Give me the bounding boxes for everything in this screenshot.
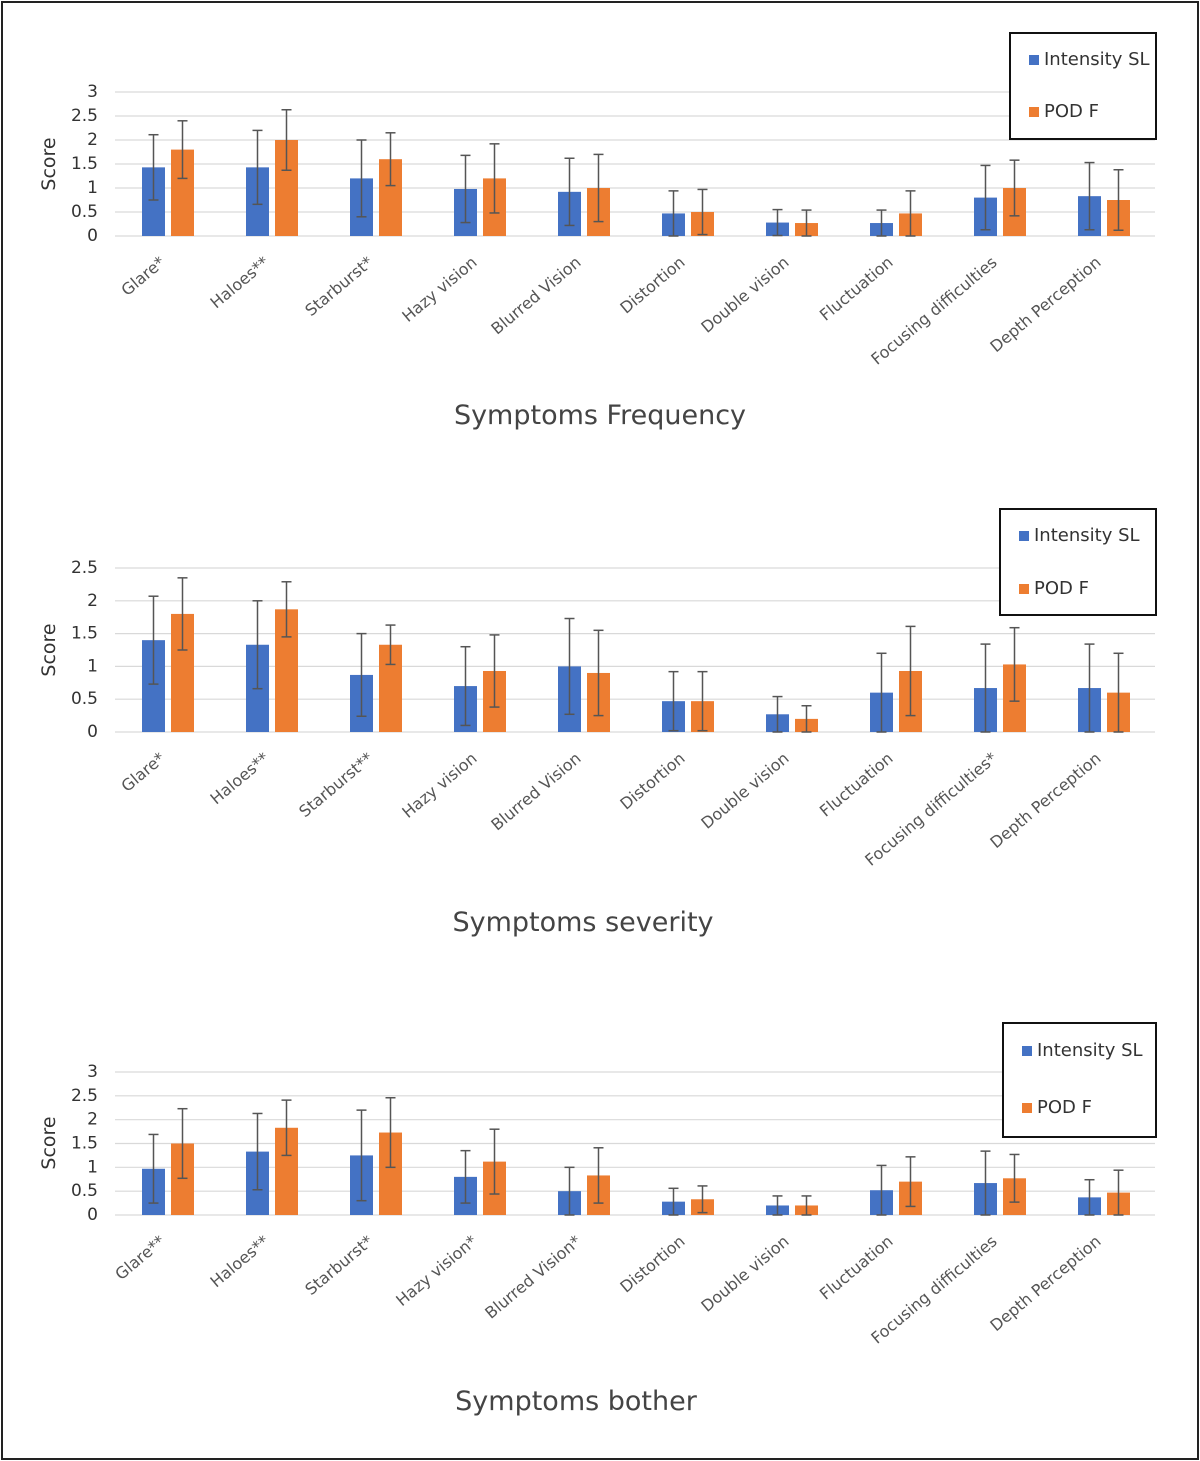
bar-pod-f — [275, 140, 298, 236]
y-tick-label: 1.5 — [71, 1134, 98, 1154]
legend-swatch — [1019, 531, 1029, 541]
legend-label: Intensity SL — [1037, 1040, 1143, 1061]
y-tick-label: 0 — [87, 1205, 98, 1225]
bar-intensity-sl — [142, 640, 165, 732]
y-axis-label: Score — [38, 623, 60, 676]
legend-swatch — [1029, 55, 1039, 65]
y-tick-label: 0 — [87, 722, 98, 742]
x-tick-label: Fluctuation — [816, 253, 897, 325]
y-tick-label: 3 — [87, 1062, 98, 1082]
legend-swatch — [1022, 1103, 1032, 1113]
x-tick-label: Blurred Vision — [487, 253, 584, 339]
y-tick-label: 2.5 — [71, 1086, 98, 1106]
chart-3: 0 0.5 1 1.5 2 2.5 3 Score Glare** Haloes** Starbur… — [38, 1022, 1157, 1417]
y-tick-label: 1 — [87, 1157, 98, 1177]
charts-group: 0 0.5 1 1.5 2 2.5 3 Score Glare* Haloes** Starburs… — [38, 32, 1157, 1417]
legend-swatch — [1022, 1046, 1032, 1056]
y-tick-label: 1 — [87, 178, 98, 198]
bar-pod-f — [275, 1127, 298, 1215]
x-tick-label: Haloes** — [207, 1232, 273, 1292]
legend-swatch — [1029, 107, 1039, 117]
x-tick-label: Depth Perception — [986, 749, 1104, 853]
y-axis-label: Score — [38, 137, 60, 190]
x-tick-label: Depth Perception — [986, 253, 1104, 357]
y-tick-label: 1.5 — [71, 154, 98, 174]
chart-title: Symptoms Frequency — [454, 400, 746, 431]
x-tick-label: Fluctuation — [816, 749, 897, 821]
legend: Intensity SL POD F — [1009, 32, 1157, 140]
y-tick-label: 0.5 — [71, 1181, 98, 1201]
x-tick-label: Blurred Vision* — [481, 1232, 584, 1323]
bar-intensity-sl — [142, 167, 165, 236]
x-tick-label: Double vision — [697, 749, 792, 833]
y-axis-label: Score — [38, 1116, 60, 1169]
legend-label: POD F — [1044, 101, 1099, 122]
x-tick-label: Hazy vision* — [392, 1232, 480, 1310]
x-tick-label: Starburst* — [301, 253, 376, 320]
x-tick-label: Glare* — [118, 749, 169, 796]
legend-label: Intensity SL — [1044, 49, 1150, 70]
y-tick-label: 3 — [87, 82, 98, 102]
chart-title: Symptoms bother — [455, 1386, 698, 1417]
legend: Intensity SL POD F — [1002, 1022, 1157, 1138]
y-tick-label: 0 — [87, 226, 98, 246]
y-tick-label: 2 — [87, 591, 98, 611]
legend-swatch — [1019, 584, 1029, 594]
y-tick-label: 2.5 — [71, 106, 98, 126]
bar-pod-f — [275, 609, 298, 732]
x-tick-label: Double vision — [697, 1232, 792, 1316]
legend-label: Intensity SL — [1034, 525, 1140, 546]
x-tick-label: Starburst* — [301, 1232, 376, 1299]
bar-pod-f — [171, 149, 194, 236]
x-tick-label: Depth Perception — [986, 1232, 1104, 1336]
x-tick-label: Distortion — [616, 253, 688, 318]
legend-box — [999, 508, 1157, 616]
x-tick-label: Glare** — [111, 1232, 168, 1284]
y-tick-label: 1 — [87, 656, 98, 676]
bar-pod-f — [171, 1143, 194, 1215]
bar-pod-f — [379, 159, 402, 236]
x-tick-label: Fluctuation — [816, 1232, 897, 1304]
bar-pod-f — [171, 613, 194, 732]
legend-box — [1009, 32, 1157, 140]
bar-pod-f — [379, 644, 402, 732]
x-tick-label: Glare* — [118, 253, 169, 300]
y-tick-label: 0.5 — [71, 689, 98, 709]
x-tick-label: Blurred Vision — [487, 749, 584, 835]
legend-box — [1002, 1022, 1157, 1138]
bar-pod-f — [379, 1132, 402, 1215]
y-tick-label: 2 — [87, 1110, 98, 1130]
x-tick-label: Hazy vision — [398, 253, 480, 326]
legend-label: POD F — [1037, 1097, 1092, 1118]
y-tick-label: 2 — [87, 130, 98, 150]
x-tick-label: Haloes** — [207, 253, 273, 313]
x-tick-label: Hazy vision — [398, 749, 480, 822]
y-tick-label: 2.5 — [71, 558, 98, 578]
x-tick-label: Distortion — [616, 749, 688, 814]
legend: Intensity SL POD F — [999, 508, 1157, 616]
chart-2: 0 0.5 1 1.5 2 2.5 Score Glare* Haloes** Starburst… — [38, 508, 1157, 938]
x-tick-label: Double vision — [697, 253, 792, 337]
x-tick-label: Distortion — [616, 1232, 688, 1297]
x-tick-label: Haloes** — [207, 749, 273, 809]
legend-label: POD F — [1034, 578, 1089, 599]
chart-1: 0 0.5 1 1.5 2 2.5 3 Score Glare* Haloes** Starburs… — [38, 32, 1157, 431]
y-tick-label: 0.5 — [71, 202, 98, 222]
y-tick-label: 1.5 — [71, 624, 98, 644]
chart-title: Symptoms severity — [452, 907, 713, 938]
x-tick-label: Starburst** — [295, 749, 376, 822]
